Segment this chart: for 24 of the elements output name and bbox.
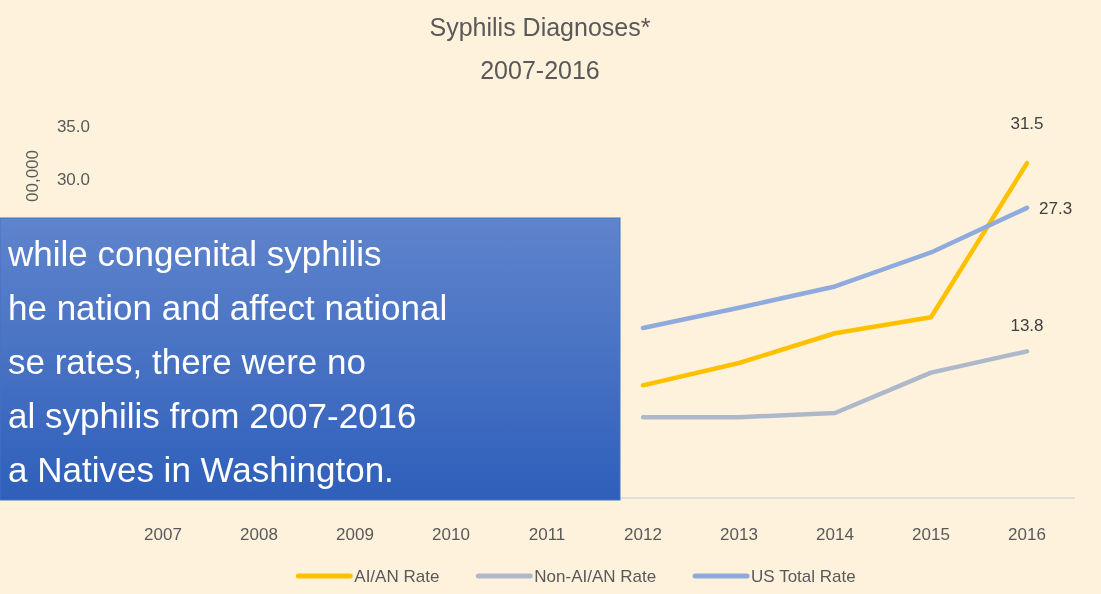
annotation: while congenital syphilis he nation and affect national se rates, there were no al syphilis from 2007-2016 a Natives in Washington.: [7, 234, 448, 489]
x-tick-label: 2012: [624, 525, 662, 544]
x-tick-label: 2013: [720, 525, 758, 544]
legend-label: Non-AI/AN Rate: [534, 567, 657, 586]
legend-label: US Total Rate: [751, 567, 856, 586]
data-label: 31.5: [1010, 114, 1044, 134]
data-label: 27.3: [1039, 198, 1073, 218]
chart-title: Syphilis Diagnoses*: [429, 13, 651, 41]
y-tick-label: 35.0: [56, 116, 90, 136]
x-tick-label: 2014: [816, 525, 854, 544]
y-axis-title: 00,000: [23, 150, 42, 202]
legend-label: AI/AN Rate: [354, 567, 440, 586]
callout-box: while congenital syphilis he nation and affect national se rates, there were no al syphilis from 2007-2016 a Natives in Washington.: [0, 217, 621, 501]
x-tick-label: 2011: [528, 525, 566, 544]
x-tick-label: 2009: [336, 525, 374, 544]
line-series: [640, 349, 1030, 420]
chart-subtitle: 2007-2016: [480, 56, 600, 84]
x-tick-label: 2008: [240, 525, 278, 544]
data-label: 13.8: [1010, 316, 1044, 336]
x-tick-label: 2010: [432, 525, 470, 544]
x-tick-label: 2007: [144, 525, 182, 544]
y-tick-label: 30.0: [56, 170, 90, 190]
x-tick-label: 2016: [1008, 525, 1046, 544]
x-tick-label: 2015: [912, 525, 950, 544]
